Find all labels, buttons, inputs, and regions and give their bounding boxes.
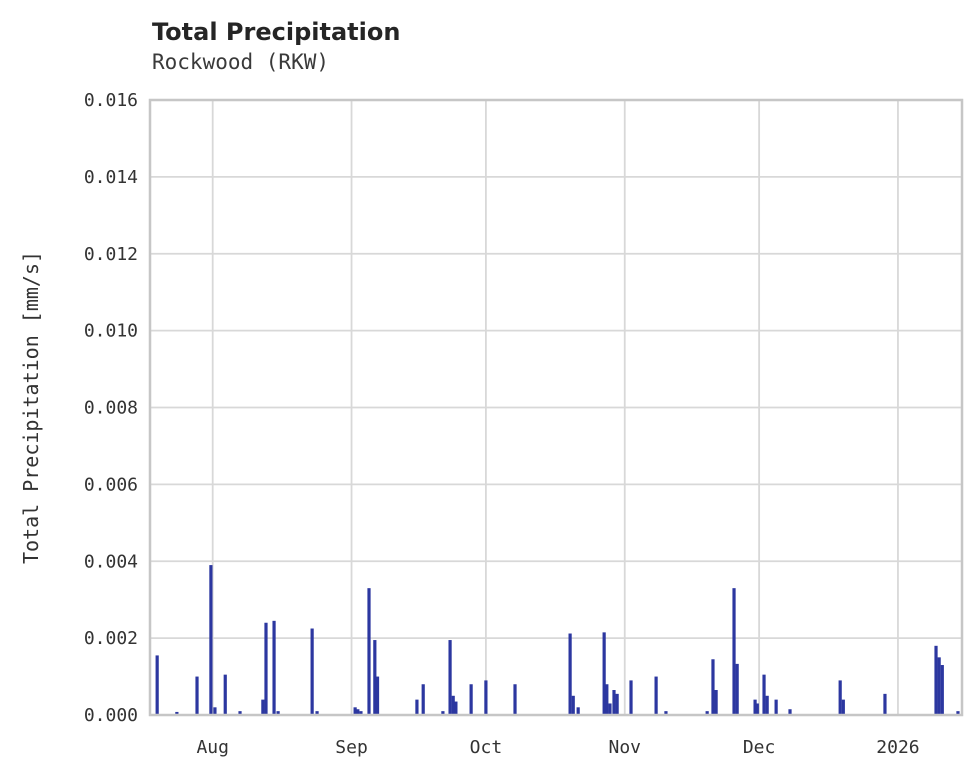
precip-bar <box>602 632 606 715</box>
precip-bar <box>605 684 609 715</box>
precip-bar <box>155 655 159 715</box>
precip-bar <box>209 565 213 715</box>
y-tick-label: 0.006 <box>84 474 138 495</box>
precip-bar <box>615 693 619 715</box>
precip-bar <box>375 676 380 715</box>
precip-bar <box>576 707 580 715</box>
precip-bar <box>448 640 452 715</box>
precip-bar <box>934 645 938 715</box>
precip-bar <box>755 703 759 715</box>
precip-bar <box>451 695 455 715</box>
y-tick-label: 0.010 <box>84 321 138 342</box>
chart-subtitle: Rockwood (RKW) <box>152 50 330 74</box>
precip-bar <box>195 676 199 715</box>
precip-bar <box>175 711 179 715</box>
precip-bar <box>310 628 314 715</box>
y-axis-label: Total Precipitation [mm/s] <box>19 251 43 564</box>
precip-bar <box>714 690 718 715</box>
precip-bar <box>612 690 616 715</box>
y-tick-label: 0.016 <box>84 90 138 111</box>
precip-bar <box>469 684 473 715</box>
x-tick-label: Dec <box>743 737 776 758</box>
precip-bar <box>762 674 766 715</box>
precip-bar <box>940 665 944 715</box>
precip-bar <box>664 711 668 715</box>
y-tick-label: 0.014 <box>84 167 138 188</box>
precip-bar <box>753 699 757 715</box>
x-tick-label: Aug <box>196 737 229 758</box>
precip-bar <box>732 588 736 715</box>
precip-bar <box>261 699 265 715</box>
precip-bar <box>421 684 425 715</box>
precip-bar <box>359 711 363 715</box>
x-tick-label: Oct <box>470 737 503 758</box>
precip-bar <box>454 701 458 715</box>
y-tick-label: 0.004 <box>84 551 138 572</box>
x-tick-label: Sep <box>335 737 368 758</box>
precip-bar <box>765 695 769 715</box>
precip-bar <box>356 709 360 715</box>
precip-bar <box>629 680 633 715</box>
precip-bar <box>272 620 276 715</box>
precip-bar <box>441 711 445 715</box>
precip-bar <box>937 657 941 715</box>
chart-title: Total Precipitation <box>152 18 401 46</box>
precip-bar <box>373 640 377 715</box>
precip-bar <box>415 699 419 715</box>
x-tick-label: Nov <box>608 737 641 758</box>
precip-bar <box>568 633 572 715</box>
precip-bar <box>571 695 575 715</box>
precip-bar <box>711 659 715 715</box>
precip-bar <box>223 674 227 715</box>
precip-bar <box>238 711 242 715</box>
precip-bar <box>705 711 709 715</box>
plot-border <box>148 98 964 717</box>
precip-bar <box>883 693 887 715</box>
precip-bar <box>608 703 612 715</box>
precip-bar <box>315 711 319 715</box>
precip-bar <box>367 588 371 715</box>
precip-bar <box>774 699 778 715</box>
precip-bar <box>353 707 357 715</box>
precip-bar <box>841 699 845 715</box>
precip-bar <box>838 680 842 715</box>
precip-bar <box>956 711 960 715</box>
y-tick-label: 0.000 <box>84 705 138 726</box>
x-tick-label: 2026 <box>876 737 919 758</box>
precip-bar <box>213 707 217 715</box>
y-tick-label: 0.008 <box>84 398 138 419</box>
precip-bar <box>788 709 792 715</box>
precip-bar <box>484 680 488 715</box>
precip-bar <box>264 622 268 715</box>
precip-bar <box>735 663 739 715</box>
y-tick-label: 0.012 <box>84 244 138 265</box>
precip-bar <box>513 684 517 715</box>
precip-bar <box>276 711 280 715</box>
y-tick-label: 0.002 <box>84 628 138 649</box>
precip-bar <box>654 676 658 715</box>
